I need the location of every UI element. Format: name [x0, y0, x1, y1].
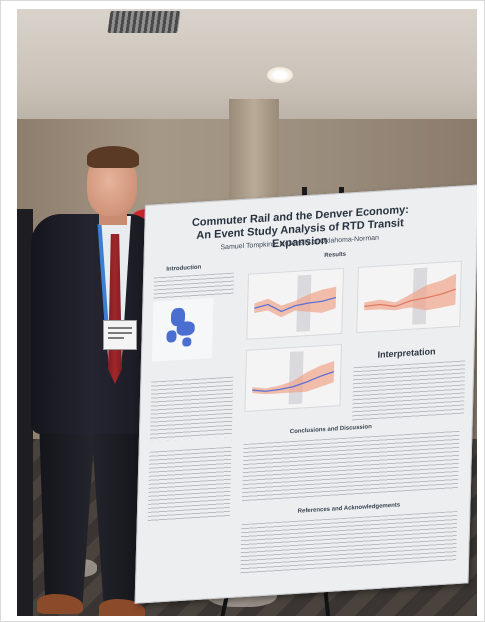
- poster-chart-2: [356, 260, 462, 334]
- poster-section-intro: Introduction: [166, 264, 202, 273]
- poster-text-block: [153, 272, 235, 300]
- presenter-hair: [87, 146, 139, 168]
- chart-band: [252, 360, 335, 395]
- background-person-left: [17, 209, 33, 616]
- poster-chart-2-svg: [364, 267, 457, 325]
- research-poster: Commuter Rail and the Denver Economy: An…: [134, 184, 477, 604]
- poster-map: [151, 297, 214, 362]
- chart-band: [254, 286, 337, 318]
- poster-text-block: [351, 360, 466, 422]
- poster-text-block: [242, 430, 460, 503]
- ceiling-light: [267, 67, 293, 83]
- presenter-shoe-right: [99, 599, 145, 616]
- poster-chart-1-svg: [254, 274, 337, 332]
- poster-chart-3: [244, 343, 342, 412]
- conference-photo: Commuter Rail and the Denver Economy: An…: [17, 9, 477, 616]
- chart-line: [252, 371, 335, 392]
- poster-chart-3-svg: [252, 351, 335, 405]
- poster-section-interpretation: Interpretation: [377, 346, 436, 360]
- chart-line: [254, 296, 337, 313]
- ceiling-vent: [107, 11, 181, 33]
- poster-section-conclusions: Conclusions and Discussion: [289, 424, 372, 436]
- name-badge: [103, 320, 137, 350]
- chart-line: [364, 288, 456, 308]
- poster-text-block: [240, 510, 458, 575]
- poster-chart-1: [246, 267, 344, 340]
- presenter-shoe-left: [37, 594, 83, 614]
- poster-text-block: [147, 446, 232, 522]
- poster-section-references: References and Acknowledgements: [297, 502, 401, 515]
- poster-text-block: [149, 376, 234, 442]
- poster-section-results: Results: [324, 251, 347, 260]
- chart-band: [364, 273, 457, 311]
